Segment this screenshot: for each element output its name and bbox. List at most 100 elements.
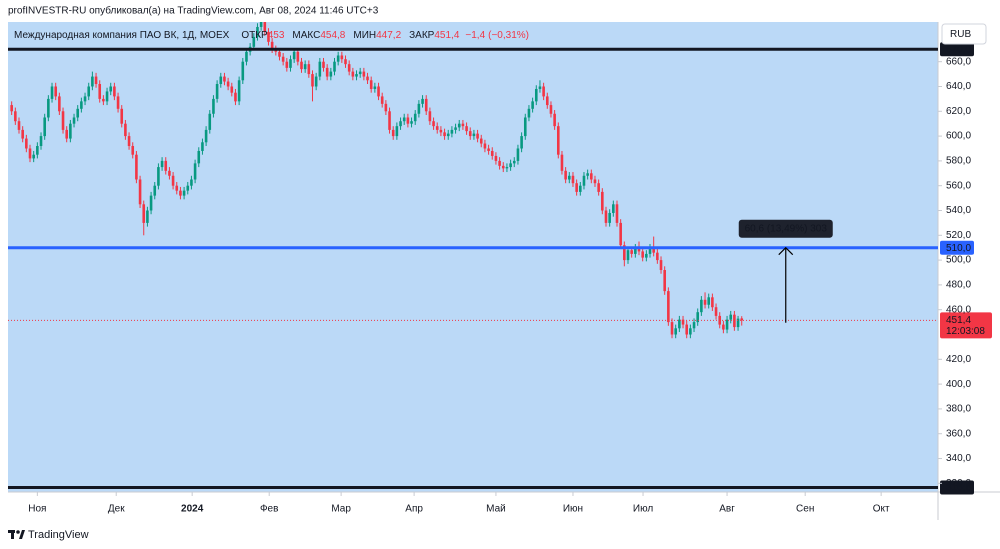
- candle-body: [366, 76, 369, 81]
- candle-body: [395, 126, 399, 137]
- candle-body: [553, 113, 556, 127]
- y-tick-label: 660,0: [946, 56, 971, 67]
- candle-body: [391, 129, 395, 137]
- ohlc-name: МАКС: [292, 30, 320, 41]
- candle-body: [615, 204, 619, 223]
- candle-body: [311, 74, 314, 87]
- candle-body: [10, 105, 13, 112]
- candle-body: [296, 51, 300, 62]
- x-tick-label: Окт: [873, 504, 890, 515]
- candle-body: [696, 312, 700, 323]
- ohlc-name: ОТКР: [241, 30, 268, 41]
- candle-body: [190, 179, 193, 186]
- y-tick-label: 360,0: [946, 428, 971, 439]
- candle-body: [87, 86, 91, 97]
- candle-body: [138, 179, 142, 205]
- candle-body: [659, 260, 663, 271]
- candle-body: [656, 252, 659, 261]
- candle-body: [410, 121, 413, 124]
- candle-body: [351, 71, 355, 77]
- candle-body: [490, 150, 494, 156]
- candle-body: [98, 84, 102, 99]
- x-tick-label: Сен: [796, 504, 814, 515]
- candle-body: [175, 185, 179, 191]
- candle-body: [358, 71, 362, 75]
- candle-body: [65, 129, 68, 139]
- candle-body: [637, 247, 641, 252]
- candle-body: [645, 253, 648, 258]
- y-tick-label: 320,0: [946, 478, 971, 489]
- candle-body: [487, 148, 490, 151]
- candle-body: [47, 98, 50, 118]
- candle-body: [58, 96, 61, 112]
- last-price-box: [940, 312, 992, 339]
- candle-body: [54, 86, 57, 97]
- candle-body: [116, 96, 120, 109]
- candle-body: [593, 179, 597, 184]
- candle-body: [406, 117, 410, 124]
- y-tick-label: 460,0: [946, 304, 971, 315]
- candle-body: [25, 138, 28, 149]
- candle-body: [329, 71, 333, 77]
- candle-body: [483, 143, 487, 149]
- candle-body: [226, 81, 230, 87]
- candle-body: [685, 324, 688, 335]
- candle-body: [241, 61, 245, 81]
- y-tick-label: 500,0: [946, 255, 971, 266]
- candle-body: [72, 117, 76, 124]
- candle-body: [373, 86, 377, 89]
- candle-body: [465, 126, 468, 132]
- candle-body: [281, 56, 285, 62]
- change: −1,4: [465, 30, 485, 41]
- candle-body: [461, 123, 465, 127]
- candle-body: [608, 212, 611, 223]
- x-tick-label: Июн: [563, 504, 583, 515]
- candle-body: [245, 51, 248, 62]
- level-label: 316,6: [946, 483, 971, 494]
- y-tick-label: 580,0: [946, 156, 971, 167]
- arrow-head: [778, 246, 794, 256]
- candle-body: [193, 163, 197, 180]
- candle-body: [421, 98, 424, 104]
- candle-body: [318, 61, 322, 77]
- candle-body: [703, 299, 707, 305]
- candle-body: [711, 297, 714, 308]
- currency-box: [941, 23, 987, 45]
- candle-body: [109, 86, 113, 92]
- candle-body: [355, 74, 358, 77]
- candle-body: [171, 175, 175, 186]
- candle-body: [439, 129, 443, 133]
- candle-body: [630, 250, 633, 254]
- candle-body: [278, 51, 281, 57]
- logo-shape: [16, 530, 20, 534]
- candle-body: [80, 101, 83, 109]
- change-pct: (−0,31%): [488, 30, 529, 41]
- candle-body: [667, 291, 670, 323]
- candle-body: [641, 251, 644, 258]
- candle-body: [292, 51, 296, 60]
- x-tick-label: Май: [486, 504, 506, 515]
- candle-body: [538, 86, 542, 89]
- ohlc-value: 453: [268, 30, 285, 41]
- candle-body: [623, 245, 626, 261]
- candle-body: [83, 96, 87, 102]
- candle-body: [252, 36, 256, 47]
- candle-body: [560, 154, 564, 171]
- level-label: 510,0: [946, 243, 971, 254]
- y-tick-label: 380,0: [946, 404, 971, 415]
- candle-body: [267, 31, 270, 42]
- candle-body: [69, 123, 72, 139]
- candle-body: [597, 183, 600, 192]
- measure-label-box: [738, 219, 833, 238]
- candle-body: [164, 160, 168, 171]
- candle-body: [729, 314, 733, 320]
- candle-body: [670, 322, 674, 335]
- brand: TradingView: [28, 529, 89, 541]
- candle-body: [212, 98, 215, 114]
- publisher: profINVESTR-RU опубликовал(а) на Trading…: [8, 5, 379, 17]
- candle-body: [579, 185, 582, 192]
- candle-body: [571, 175, 575, 184]
- level-label-box: [940, 42, 974, 57]
- candle-body: [256, 26, 259, 37]
- candle-body: [124, 123, 127, 137]
